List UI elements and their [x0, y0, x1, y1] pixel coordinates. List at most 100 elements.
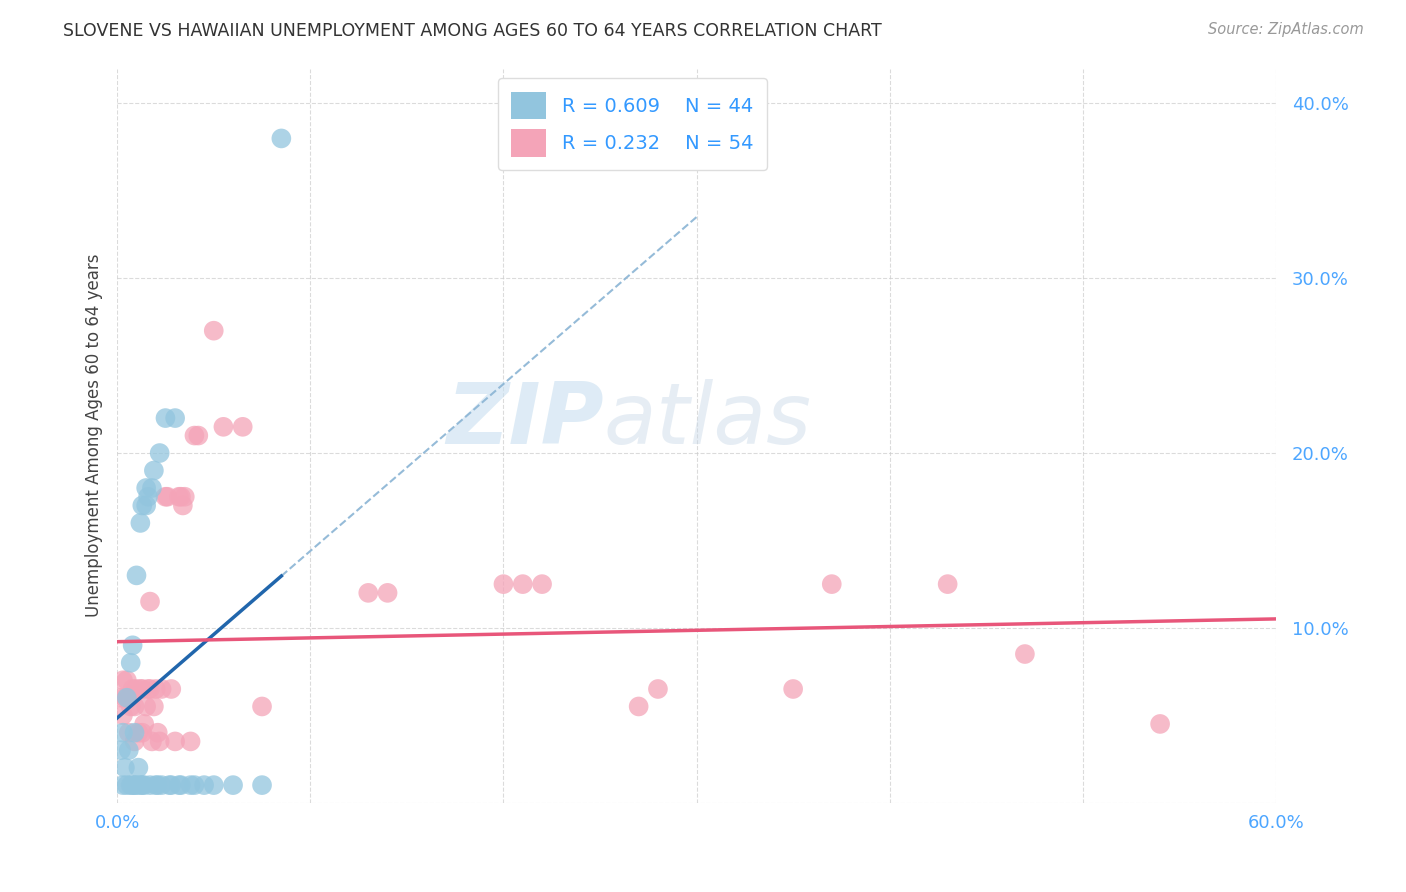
Text: Source: ZipAtlas.com: Source: ZipAtlas.com: [1208, 22, 1364, 37]
Point: [167, 778, 190, 792]
Point: [118, 690, 141, 705]
Point: [512, 577, 534, 591]
Point: [156, 490, 179, 504]
Point: [782, 681, 804, 696]
Point: [146, 725, 169, 739]
Point: [111, 778, 134, 792]
Point: [127, 725, 149, 739]
Point: [141, 734, 163, 748]
Point: [136, 490, 159, 504]
Point: [170, 490, 193, 504]
Point: [187, 428, 209, 442]
Point: [135, 499, 157, 513]
Point: [110, 690, 132, 705]
Point: [155, 411, 177, 425]
Point: [120, 699, 142, 714]
Point: [120, 778, 142, 792]
Point: [821, 577, 844, 591]
Point: [160, 681, 183, 696]
Point: [124, 734, 146, 748]
Point: [135, 481, 157, 495]
Point: [250, 699, 273, 714]
Point: [114, 761, 136, 775]
Point: [202, 778, 225, 792]
Point: [250, 778, 273, 792]
Point: [357, 586, 380, 600]
Point: [165, 734, 187, 748]
Point: [145, 778, 167, 792]
Point: [124, 725, 146, 739]
Point: [110, 743, 132, 757]
Point: [936, 577, 959, 591]
Point: [150, 681, 173, 696]
Point: [120, 656, 142, 670]
Point: [131, 681, 153, 696]
Point: [135, 699, 157, 714]
Point: [160, 778, 183, 792]
Point: [142, 463, 165, 477]
Point: [114, 690, 136, 705]
Point: [270, 131, 292, 145]
Point: [129, 516, 152, 530]
Point: [222, 778, 245, 792]
Point: [129, 778, 152, 792]
Point: [180, 778, 202, 792]
Point: [180, 734, 202, 748]
Point: [145, 681, 167, 696]
Point: [157, 778, 180, 792]
Point: [173, 490, 195, 504]
Point: [136, 681, 159, 696]
Point: [115, 690, 138, 705]
Point: [170, 778, 193, 792]
Point: [134, 717, 156, 731]
Point: [129, 681, 152, 696]
Point: [111, 708, 134, 723]
Point: [115, 673, 138, 688]
Point: [121, 778, 143, 792]
Point: [125, 568, 148, 582]
Point: [141, 481, 163, 495]
Point: [202, 324, 225, 338]
Point: [232, 419, 254, 434]
Point: [139, 681, 162, 696]
Point: [172, 499, 194, 513]
Point: [149, 734, 172, 748]
Point: [212, 419, 235, 434]
Point: [124, 778, 146, 792]
Point: [1014, 647, 1036, 661]
Point: [183, 778, 205, 792]
Point: [111, 725, 134, 739]
Text: ZIP: ZIP: [446, 379, 605, 462]
Point: [155, 490, 177, 504]
Point: [125, 778, 148, 792]
Point: [146, 778, 169, 792]
Point: [150, 778, 173, 792]
Point: [531, 577, 554, 591]
Point: [165, 411, 187, 425]
Point: [131, 725, 153, 739]
Point: [118, 743, 141, 757]
Point: [647, 681, 669, 696]
Point: [125, 681, 148, 696]
Point: [127, 761, 149, 775]
Point: [142, 699, 165, 714]
Point: [121, 681, 143, 696]
Point: [149, 446, 172, 460]
Point: [134, 778, 156, 792]
Point: [183, 428, 205, 442]
Point: [167, 490, 190, 504]
Point: [139, 778, 162, 792]
Y-axis label: Unemployment Among Ages 60 to 64 years: Unemployment Among Ages 60 to 64 years: [86, 254, 103, 617]
Point: [115, 778, 138, 792]
Point: [1149, 717, 1171, 731]
Text: SLOVENE VS HAWAIIAN UNEMPLOYMENT AMONG AGES 60 TO 64 YEARS CORRELATION CHART: SLOVENE VS HAWAIIAN UNEMPLOYMENT AMONG A…: [63, 22, 882, 40]
Point: [193, 778, 215, 792]
Point: [121, 638, 143, 652]
Legend: R = 0.609    N = 44, R = 0.232    N = 54: R = 0.609 N = 44, R = 0.232 N = 54: [498, 78, 768, 170]
Point: [377, 586, 399, 600]
Point: [124, 699, 146, 714]
Point: [492, 577, 515, 591]
Point: [139, 594, 162, 608]
Point: [111, 673, 134, 688]
Point: [131, 499, 153, 513]
